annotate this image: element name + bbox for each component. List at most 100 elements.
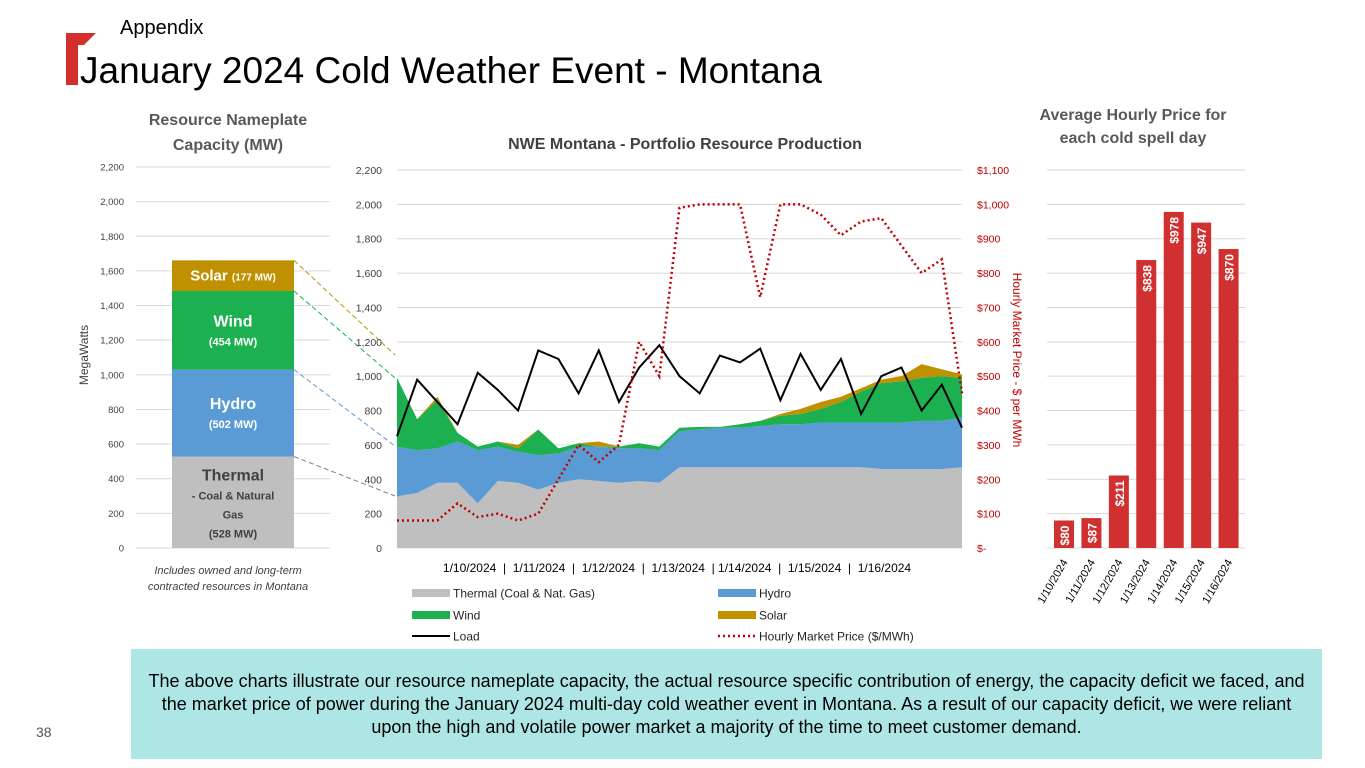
capacity-connector-line	[293, 369, 396, 447]
production-y-tick-label: 2,000	[356, 199, 382, 211]
legend-label: Load	[453, 630, 480, 644]
capacity-chart-title-line2: Capacity (MW)	[173, 137, 283, 154]
production-y-tick-label: 2,200	[356, 165, 382, 177]
capacity-segment-label: Solar (177 MW)	[190, 268, 276, 285]
production-y2-tick-label: $-	[977, 543, 987, 555]
production-y-tick-label: 1,600	[356, 268, 382, 280]
capacity-segment-label: Thermal	[202, 467, 264, 484]
price-data-label: $870	[1223, 254, 1237, 281]
capacity-segment-label: Gas	[223, 509, 244, 521]
production-chart-title: NWE Montana - Portfolio Resource Product…	[508, 136, 862, 153]
charts-canvas: Resource Nameplate Capacity (MW) MegaWat…	[77, 107, 1245, 644]
legend-label: Hydro	[759, 587, 791, 601]
production-y-tick-label: 200	[364, 509, 382, 521]
capacity-y-tick-label: 1,000	[100, 370, 124, 381]
production-price-line	[397, 203, 964, 522]
price-data-label: $947	[1195, 227, 1209, 254]
production-y2-tick-label: $100	[977, 509, 1001, 521]
capacity-connector-line	[293, 259, 396, 356]
legend-label: Wind	[453, 609, 480, 623]
legend-label: Solar	[759, 609, 787, 623]
production-y2-tick-label: $500	[977, 371, 1001, 383]
production-y-tick-label: 1,800	[356, 234, 382, 246]
production-y-tick-label: 400	[364, 474, 382, 486]
average-price-chart: Average Hourly Price for each cold spell…	[1036, 107, 1245, 606]
production-y-tick-label: 600	[364, 440, 382, 452]
production-y2-tick-label: $400	[977, 406, 1001, 418]
production-y-tick-label: 1,000	[356, 371, 382, 383]
legend-label: Thermal (Coal & Nat. Gas)	[453, 587, 595, 601]
page-number: 38	[36, 724, 52, 740]
price-chart-title-line1: Average Hourly Price for	[1039, 107, 1226, 124]
capacity-y-axis-label: MegaWatts	[77, 325, 91, 385]
production-y2-tick-label: $900	[977, 234, 1001, 246]
production-y-tick-label: 800	[364, 406, 382, 418]
capacity-footnote-line1: Includes owned and long-term	[154, 565, 301, 577]
capacity-y-tick-label: 400	[108, 474, 124, 485]
price-data-label: $978	[1168, 217, 1182, 244]
portfolio-production-chart: NWE Montana - Portfolio Resource Product…	[356, 136, 1024, 644]
production-y2-tick-label: $1,000	[977, 199, 1009, 211]
production-y2-tick-label: $800	[977, 268, 1001, 280]
production-y-tick-label: 0	[376, 543, 382, 555]
legend-swatch	[412, 611, 450, 619]
production-area-thermal	[397, 467, 962, 548]
capacity-footnote-line2: contracted resources in Montana	[148, 581, 308, 593]
price-data-label: $838	[1140, 265, 1154, 292]
nameplate-capacity-chart: Resource Nameplate Capacity (MW) MegaWat…	[77, 112, 396, 593]
legend-swatch	[718, 589, 756, 597]
price-bar	[1108, 475, 1129, 548]
price-bar	[1136, 260, 1157, 548]
capacity-y-tick-label: 800	[108, 405, 124, 416]
production-y2-axis-label: Hourly Market Price - $ per MWh	[1010, 273, 1024, 448]
price-data-label: $211	[1113, 480, 1127, 506]
price-bar	[1081, 518, 1102, 548]
production-area-wind	[397, 376, 962, 456]
price-data-label: $87	[1085, 523, 1099, 543]
capacity-segment-label: Wind	[214, 313, 253, 330]
price-bar	[1163, 211, 1184, 548]
production-load-line	[396, 343, 963, 437]
capacity-segment-label: Hydro	[210, 396, 256, 413]
capacity-y-tick-label: 1,800	[100, 232, 124, 243]
price-chart-title-line2: each cold spell day	[1060, 130, 1207, 147]
capacity-segment-label: (502 MW)	[209, 419, 258, 431]
capacity-segment-hydro	[172, 369, 294, 457]
production-x-axis-days: 1/10/2024 | 1/11/2024 | 1/12/2024 | 1/13…	[443, 561, 912, 575]
price-bar	[1218, 249, 1239, 548]
production-area-hydro	[397, 417, 962, 504]
capacity-segment-solar	[172, 260, 294, 291]
capacity-chart-title-line1: Resource Nameplate	[149, 112, 307, 129]
production-y2-tick-label: $1,100	[977, 165, 1009, 177]
capacity-connector-line	[293, 290, 396, 379]
capacity-y-tick-label: 2,200	[100, 163, 124, 174]
capacity-segment-label: (454 MW)	[209, 336, 258, 348]
production-y-tick-label: 1,400	[356, 302, 382, 314]
price-data-label: $80	[1058, 525, 1072, 545]
capacity-y-tick-label: 200	[108, 509, 124, 520]
capacity-segment-label: (528 MW)	[209, 528, 258, 540]
price-bar	[1054, 520, 1074, 548]
production-y2-tick-label: $200	[977, 474, 1001, 486]
capacity-y-tick-label: 0	[119, 544, 124, 555]
production-y2-tick-label: $600	[977, 337, 1001, 349]
capacity-y-tick-label: 1,600	[100, 266, 124, 277]
capacity-segment-label: - Coal & Natural	[192, 490, 275, 502]
capacity-connector-line	[293, 456, 396, 497]
capacity-y-tick-label: 2,000	[100, 197, 124, 208]
capacity-segment-wind	[172, 290, 294, 370]
slide-title: January 2024 Cold Weather Event - Montan…	[80, 50, 822, 91]
legend-swatch	[718, 611, 756, 619]
summary-callout: The above charts illustrate our resource…	[131, 649, 1322, 759]
capacity-y-tick-label: 1,200	[100, 336, 124, 347]
capacity-segment-thermal	[172, 456, 294, 548]
legend-label: Hourly Market Price ($/MWh)	[759, 630, 914, 644]
capacity-y-tick-label: 1,400	[100, 301, 124, 312]
legend-swatch	[412, 589, 450, 597]
production-y-tick-label: 1,200	[356, 337, 382, 349]
production-y2-tick-label: $700	[977, 302, 1001, 314]
section-label: Appendix	[120, 17, 204, 39]
price-bar	[1191, 222, 1212, 549]
production-y2-tick-label: $300	[977, 440, 1001, 452]
capacity-y-tick-label: 600	[108, 440, 124, 451]
